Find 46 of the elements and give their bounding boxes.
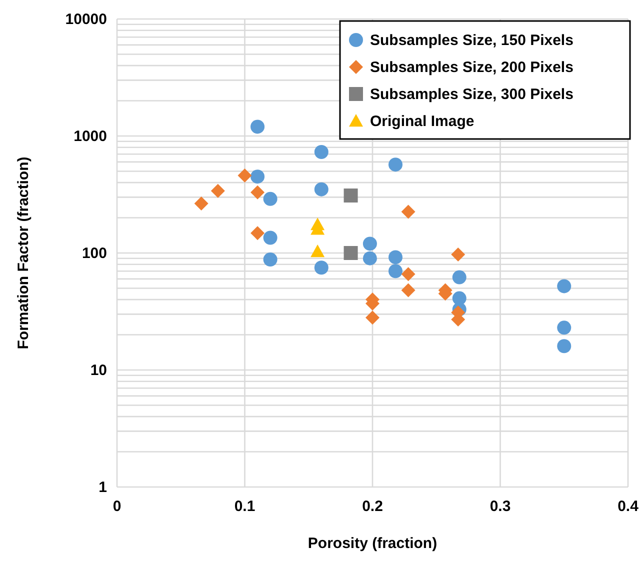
legend-label: Subsamples Size, 200 Pixels [370,59,574,76]
point [362,236,377,251]
x-tick-label: 0.3 [490,498,511,515]
point [451,248,466,262]
y-axis-title: Formation Factor (fraction) [15,156,32,350]
x-tick-label: 0 [112,498,122,515]
y-tick-label: 100 [82,245,107,262]
point [314,144,328,159]
point [314,260,328,275]
point [401,267,416,282]
point [250,185,265,200]
point [362,251,377,266]
legend-label: Subsamples Size, 150 Pixels [370,32,574,49]
point [238,168,252,182]
point [452,270,466,284]
point [210,184,225,198]
legend-label: Original Image [370,113,474,130]
y-tick-label: 1000 [74,128,107,145]
point [310,244,325,258]
point [344,188,358,203]
point [388,158,402,172]
point [263,252,278,266]
point [194,196,208,210]
y-tick-label: 1 [98,479,107,496]
point [263,192,278,206]
point [250,226,265,240]
point [344,246,358,260]
x-tick-label: 0.2 [362,498,383,515]
point [388,250,402,264]
x-tick-label: 0.4 [618,498,640,515]
point [557,320,572,335]
x-axis-title: Porosity (fraction) [308,535,438,552]
point [401,283,416,298]
y-tick-label: 10000 [65,11,107,28]
point [557,279,572,294]
point [250,120,265,134]
point [366,310,380,325]
point [250,170,265,184]
x-tick-label: 0.1 [234,498,256,515]
point [557,339,572,354]
point [263,230,278,245]
point [388,264,402,278]
point [314,182,328,196]
point [401,204,416,219]
y-tick-label: 10 [90,362,107,379]
legend-label: Subsamples Size, 300 Pixels [370,86,574,103]
